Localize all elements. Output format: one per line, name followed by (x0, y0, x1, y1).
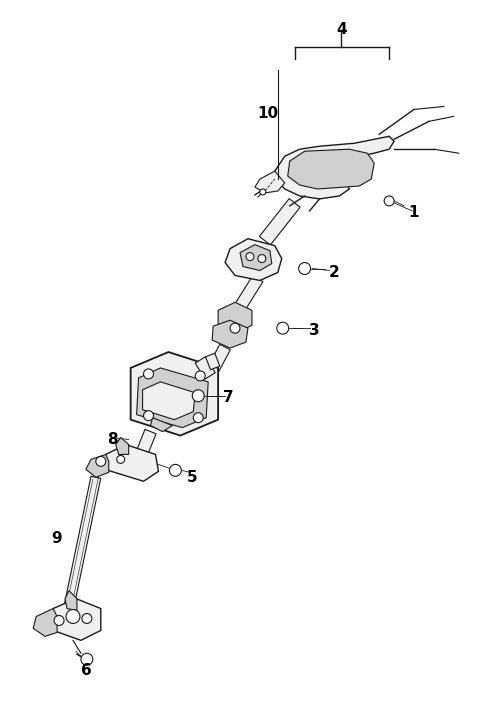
Circle shape (82, 614, 92, 624)
Polygon shape (137, 430, 156, 454)
Circle shape (192, 390, 204, 402)
Polygon shape (225, 238, 282, 281)
Polygon shape (233, 275, 263, 314)
Text: 2: 2 (329, 265, 340, 280)
Text: 4: 4 (336, 22, 347, 37)
Polygon shape (137, 368, 208, 427)
Polygon shape (151, 417, 172, 432)
Polygon shape (255, 171, 285, 193)
Text: 9: 9 (51, 531, 61, 546)
Text: 3: 3 (309, 323, 320, 338)
Circle shape (246, 253, 254, 261)
Text: 10: 10 (257, 106, 278, 121)
Polygon shape (218, 302, 252, 332)
Text: 5: 5 (187, 470, 198, 485)
Polygon shape (275, 136, 394, 199)
Circle shape (144, 369, 154, 379)
Circle shape (260, 189, 266, 195)
Circle shape (81, 653, 93, 665)
Circle shape (54, 616, 64, 626)
Polygon shape (259, 198, 300, 245)
Circle shape (384, 196, 394, 206)
Circle shape (144, 411, 154, 420)
Circle shape (169, 465, 181, 476)
Circle shape (66, 609, 80, 624)
Polygon shape (86, 455, 109, 478)
Polygon shape (105, 445, 158, 481)
Circle shape (195, 371, 205, 381)
Circle shape (193, 412, 203, 422)
Text: 7: 7 (223, 390, 233, 405)
Polygon shape (131, 352, 218, 435)
Polygon shape (240, 245, 272, 271)
Polygon shape (205, 353, 220, 369)
Polygon shape (53, 599, 101, 640)
Polygon shape (195, 357, 215, 379)
Circle shape (277, 322, 288, 334)
Polygon shape (116, 437, 129, 455)
Polygon shape (143, 382, 195, 420)
Text: 8: 8 (108, 432, 118, 447)
Circle shape (96, 456, 106, 466)
Polygon shape (65, 591, 77, 611)
Polygon shape (212, 320, 248, 348)
Text: 1: 1 (409, 205, 419, 221)
Text: 6: 6 (81, 663, 91, 677)
Circle shape (117, 455, 125, 463)
Polygon shape (288, 149, 374, 189)
Polygon shape (205, 344, 230, 378)
Polygon shape (33, 609, 57, 637)
Circle shape (299, 263, 311, 274)
Circle shape (230, 323, 240, 333)
Circle shape (258, 255, 266, 263)
Polygon shape (64, 476, 101, 608)
